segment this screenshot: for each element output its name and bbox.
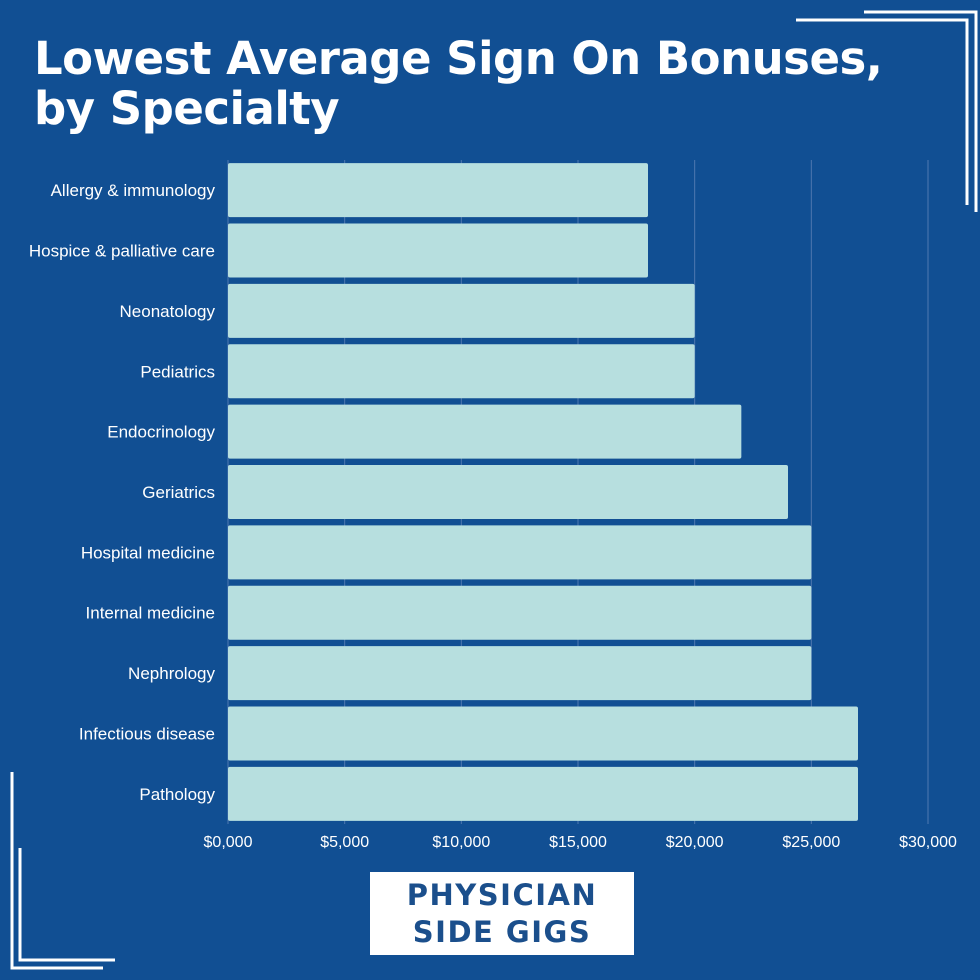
x-tick-label: $0,000 <box>204 834 253 851</box>
x-axis-ticks: $0,000 $5,000 $10,000 $15,000 $20,000 $25,000… <box>204 834 957 851</box>
category-label: Pediatrics <box>140 362 215 381</box>
x-tick-label: $10,000 <box>432 834 490 851</box>
category-label: Endocrinology <box>107 423 215 442</box>
bar <box>228 646 812 701</box>
category-label: Allergy & immunology <box>51 181 216 200</box>
bar <box>228 344 695 399</box>
bar <box>228 706 858 761</box>
x-tick-label: $30,000 <box>899 834 957 851</box>
bar <box>228 465 788 519</box>
bar <box>228 766 858 821</box>
logo-line-1: PHYSICIAN <box>406 877 598 912</box>
corner-bracket-bottom-left <box>10 772 115 970</box>
x-tick-label: $25,000 <box>782 834 840 851</box>
category-label: Pathology <box>139 785 215 804</box>
logo-line-2: SIDE GIGS <box>412 914 592 949</box>
corner-bracket-top-right <box>796 10 978 212</box>
category-label: Geriatrics <box>142 483 215 502</box>
bar <box>228 163 648 218</box>
category-label: Nephrology <box>128 664 215 683</box>
chart-title: Lowest Average Sign On Bonuses, by Speci… <box>34 34 934 134</box>
logo: PHYSICIAN SIDE GIGS <box>370 872 634 955</box>
category-label: Hospice & palliative care <box>29 242 215 261</box>
category-label: Internal medicine <box>86 604 215 623</box>
bar <box>228 404 742 459</box>
bar <box>228 283 695 338</box>
bar <box>228 525 812 580</box>
category-label: Neonatology <box>120 302 216 321</box>
category-label: Hospital medicine <box>81 543 215 562</box>
bar <box>228 223 648 278</box>
chart-title-line-1: Lowest Average Sign On Bonuses, <box>34 32 883 85</box>
chart-title-line-2: by Specialty <box>34 82 340 135</box>
bar <box>228 585 812 640</box>
bars <box>228 163 858 821</box>
category-labels: Allergy & immunology Hospice & palliative… <box>29 181 216 804</box>
x-tick-label: $5,000 <box>320 834 369 851</box>
x-tick-label: $15,000 <box>549 834 607 851</box>
category-label: Infectious disease <box>79 724 215 743</box>
x-tick-label: $20,000 <box>666 834 724 851</box>
